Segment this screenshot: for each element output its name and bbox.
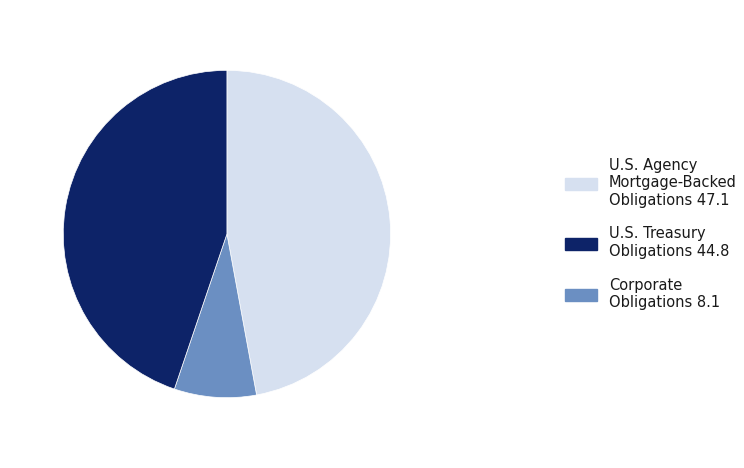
Wedge shape <box>174 234 257 398</box>
Legend: U.S. Agency
Mortgage-Backed
Obligations 47.1, U.S. Treasury
Obligations 44.8, Co: U.S. Agency Mortgage-Backed Obligations … <box>565 158 737 310</box>
Wedge shape <box>227 70 391 395</box>
Wedge shape <box>63 70 227 389</box>
